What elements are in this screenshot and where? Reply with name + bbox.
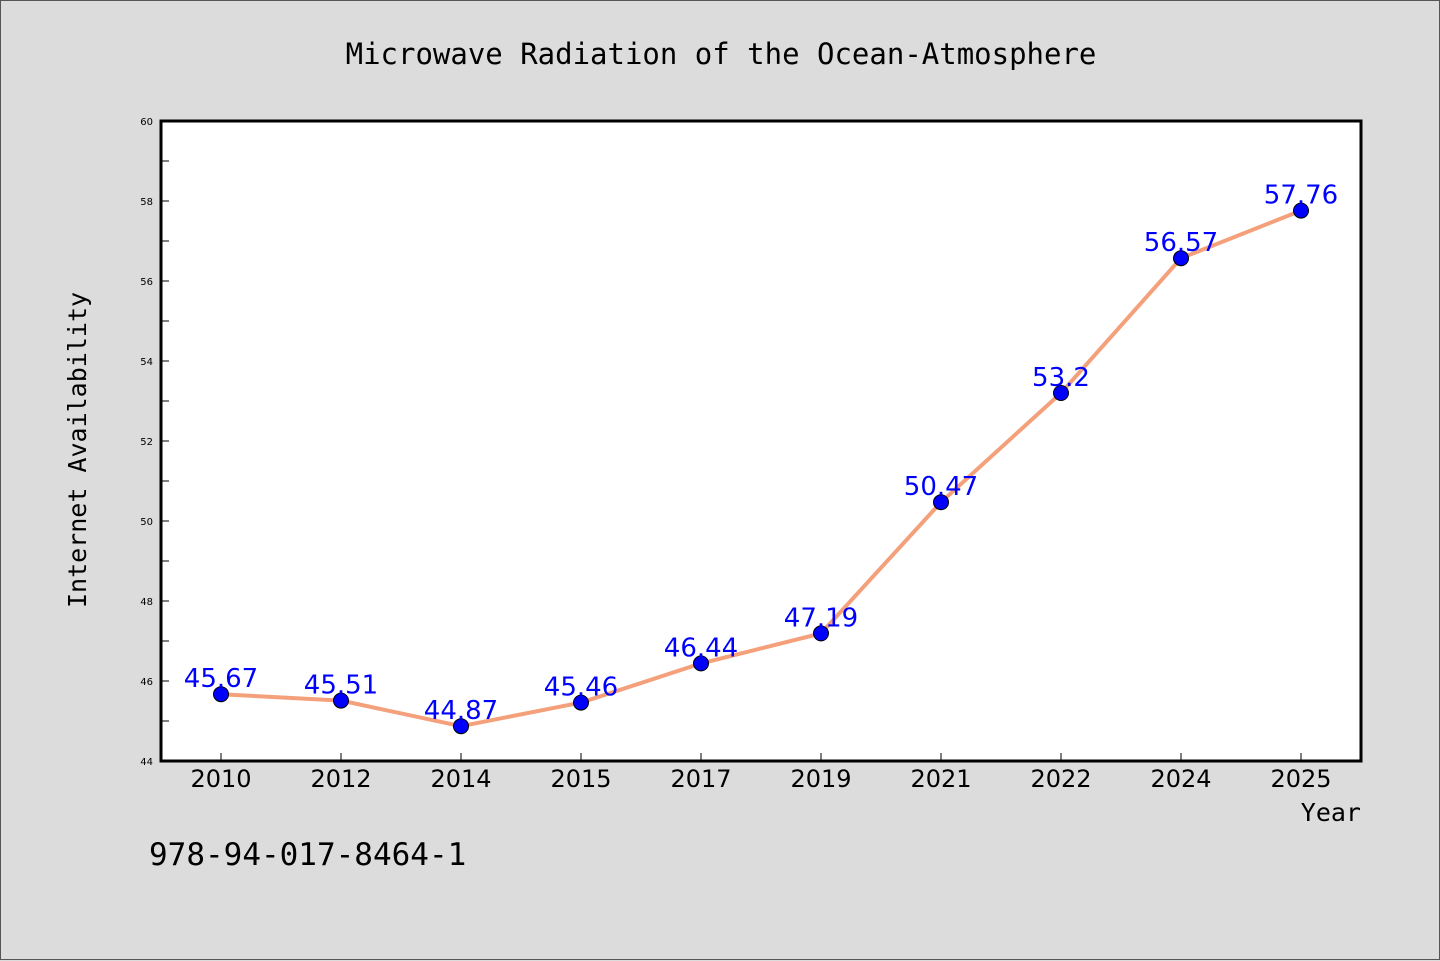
y-tick-label: 60 — [140, 117, 153, 128]
y-tick-label: 46 — [140, 677, 153, 688]
x-tick-label: 2021 — [910, 765, 971, 793]
x-tick-label: 2022 — [1030, 765, 1091, 793]
data-label: 47.19 — [784, 603, 858, 633]
chart-title: Microwave Radiation of the Ocean-Atmosph… — [346, 37, 1097, 71]
data-point — [1173, 250, 1189, 267]
y-tick-label: 52 — [140, 437, 153, 448]
x-tick-label: 2015 — [550, 765, 611, 793]
data-label: 53.2 — [1032, 363, 1090, 393]
data-point — [333, 692, 349, 709]
isbn-text: 978-94-017-8464-1 — [149, 837, 466, 873]
x-tick-label: 2010 — [190, 765, 251, 793]
data-point — [813, 625, 829, 642]
y-axis-label: Internet Availability — [63, 292, 92, 608]
data-label: 45.67 — [184, 664, 258, 694]
y-tick-label: 54 — [140, 357, 153, 368]
y-tick-label: 44 — [140, 757, 153, 768]
x-tick-label: 2012 — [310, 765, 371, 793]
data-label: 44.87 — [424, 696, 498, 726]
y-tick-label: 58 — [140, 197, 153, 208]
x-tick-label: 2019 — [790, 765, 851, 793]
y-tick-label: 48 — [140, 597, 153, 608]
data-point — [1293, 202, 1309, 219]
plot-area — [159, 119, 1363, 763]
x-tick-label: 2014 — [430, 765, 491, 793]
data-label: 46.44 — [664, 633, 738, 663]
data-label: 56.57 — [1144, 228, 1218, 258]
data-label: 45.46 — [544, 673, 618, 703]
data-label: 57.76 — [1264, 181, 1338, 211]
data-point — [1053, 385, 1069, 401]
data-point — [693, 655, 709, 672]
x-tick-label: 2017 — [670, 765, 731, 793]
data-label: 50.47 — [904, 472, 978, 502]
data-point — [213, 686, 229, 703]
x-tick-label: 2024 — [1150, 765, 1211, 793]
y-tick-label: 56 — [140, 277, 153, 288]
y-tick-label: 50 — [140, 517, 153, 528]
data-point — [933, 494, 949, 511]
series-line — [220, 208, 1302, 729]
data-label: 45.51 — [304, 671, 378, 701]
data-point — [453, 718, 469, 735]
x-axis-label: Year — [1301, 798, 1361, 827]
data-point — [573, 694, 589, 711]
x-tick-label: 2025 — [1270, 765, 1331, 793]
